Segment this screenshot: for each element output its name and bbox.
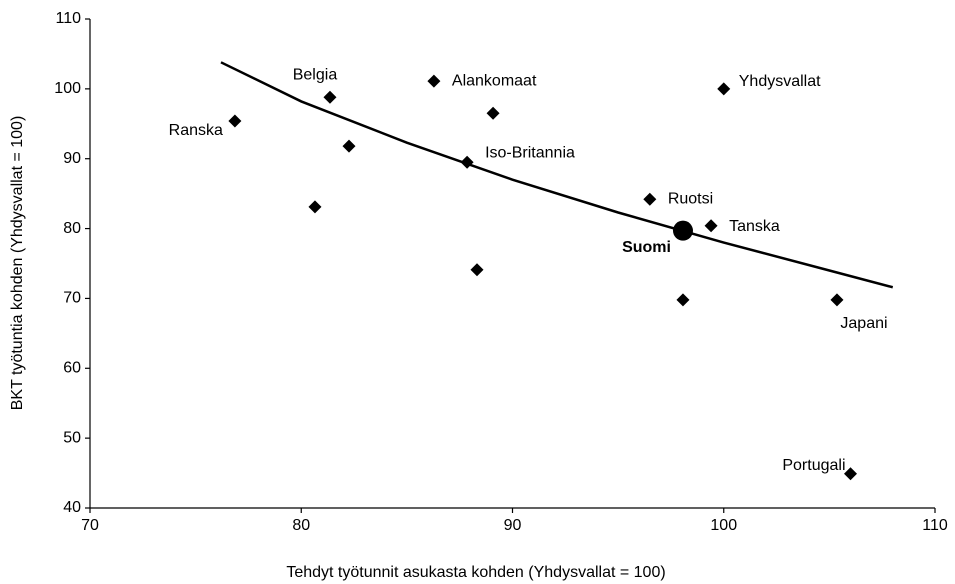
highlight-label: Suomi	[622, 239, 671, 256]
x-tick-label: 80	[292, 517, 310, 534]
point	[486, 106, 500, 120]
point-label: Portugali	[782, 457, 845, 474]
point-label: Iso-Britannia	[485, 144, 575, 161]
point	[308, 200, 322, 214]
trend-line	[220, 61, 894, 289]
point-label: Yhdysvallat	[739, 73, 821, 90]
point	[460, 155, 474, 169]
highlight-point	[672, 220, 693, 241]
point-label: Japani	[840, 315, 887, 332]
y-tick-label: 100	[54, 80, 81, 97]
y-tick-label: 70	[63, 290, 81, 307]
x-tick-label: 100	[710, 517, 737, 534]
point	[643, 192, 657, 206]
y-tick-label: 80	[63, 220, 81, 237]
x-tick-label: 110	[922, 517, 948, 534]
point	[470, 263, 484, 277]
point	[427, 74, 441, 88]
point	[830, 293, 844, 307]
point	[717, 82, 731, 96]
y-tick-label: 60	[63, 360, 81, 377]
point	[228, 114, 242, 128]
point	[844, 467, 857, 481]
point-label: Belgia	[293, 66, 338, 83]
y-tick-label: 110	[55, 10, 81, 27]
point-label: Tanska	[729, 218, 780, 235]
x-tick-label: 90	[504, 517, 522, 534]
y-tick-label: 50	[63, 429, 81, 446]
point-label: Ranska	[169, 122, 223, 139]
point	[676, 293, 690, 307]
y-tick-label: 90	[63, 150, 81, 167]
point	[704, 219, 718, 233]
y-tick-label: 40	[63, 499, 81, 516]
y-axis-label: BKT työtuntia kohden (Yhdysvallat = 100)	[9, 116, 26, 411]
x-axis-label: Tehdyt työtunnit asukasta kohden (Yhdysv…	[286, 564, 665, 581]
x-tick-label: 70	[81, 517, 99, 534]
point-label: Ruotsi	[668, 190, 713, 207]
point	[342, 139, 356, 153]
point-label: Alankomaat	[452, 72, 537, 89]
point	[323, 90, 337, 104]
